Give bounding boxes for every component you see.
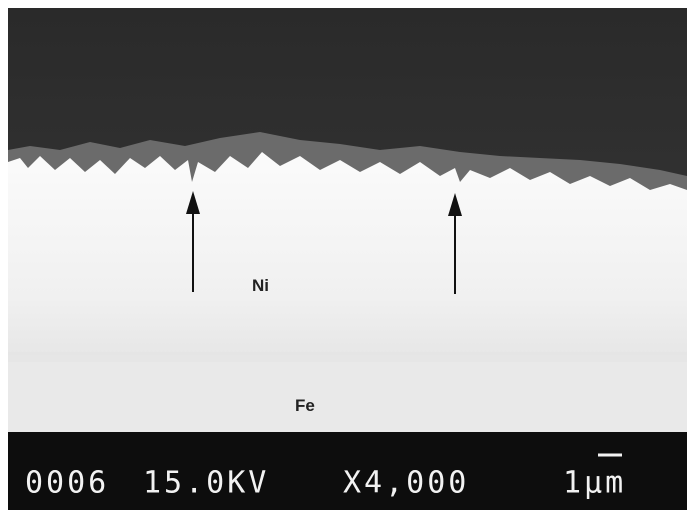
arrow-head [186, 191, 200, 214]
magnification: X4,000 [343, 466, 469, 501]
image-number: 0006 [25, 466, 109, 501]
boundary [8, 352, 687, 362]
arrow-head [448, 193, 462, 216]
fe-layer [8, 355, 687, 432]
arrows [192, 205, 456, 294]
layer-label: Ni [252, 276, 269, 295]
scale-label: 1μm [563, 466, 626, 501]
voltage: 15.0KV [143, 466, 269, 501]
ni-layer [8, 152, 687, 360]
layer-label: Fe [295, 396, 315, 415]
info-bar [8, 432, 687, 510]
